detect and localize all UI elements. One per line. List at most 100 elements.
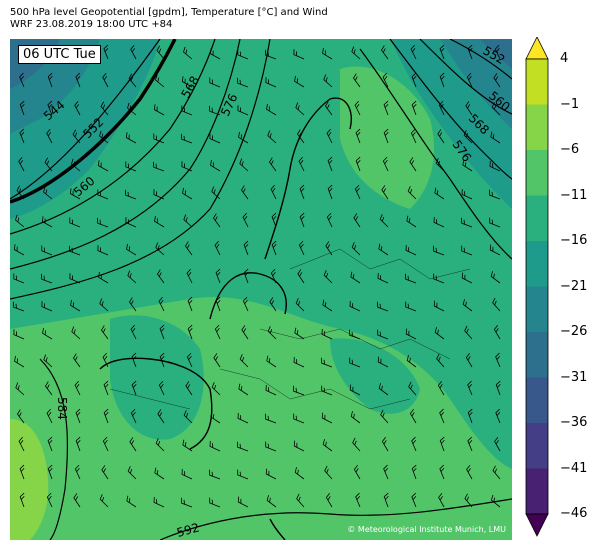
wind-barb — [44, 381, 53, 396]
wind-barb — [462, 159, 473, 172]
wind-barb — [239, 158, 249, 172]
colorbar-tick-label: −41 — [560, 460, 588, 476]
wind-barb — [377, 301, 389, 312]
warmest-region-sw — [10, 419, 49, 540]
wind-barb — [377, 272, 389, 284]
wind-barb — [411, 492, 417, 508]
wind-barb — [321, 357, 333, 368]
wind-barb — [240, 185, 249, 200]
wind-barb — [102, 352, 109, 368]
wind-barb — [215, 268, 221, 284]
wind-barb — [127, 270, 137, 284]
wind-barb — [461, 188, 473, 200]
colorbar-segment — [526, 150, 548, 196]
wind-barb — [101, 465, 109, 480]
contour-label-584: 584 — [55, 397, 69, 420]
coastline-iberia — [99, 357, 213, 450]
wind-barb — [212, 213, 221, 228]
wind-barb — [184, 241, 193, 256]
colorbar-segment — [526, 241, 548, 287]
wind-barb — [265, 441, 277, 452]
colorbar-tick-label: 4 — [560, 51, 569, 66]
wind-barb — [355, 128, 361, 144]
wind-barb — [130, 44, 137, 60]
wind-barb — [295, 298, 305, 312]
wind-barb — [238, 131, 249, 144]
wind-barb — [13, 244, 25, 256]
wind-barb — [70, 299, 81, 312]
wind-barb — [411, 72, 417, 88]
wind-barb — [271, 240, 277, 256]
wind-barb — [69, 217, 81, 228]
wind-barb — [489, 244, 501, 256]
wind-barb — [383, 128, 389, 144]
wind-barb — [321, 412, 333, 424]
wind-barb — [209, 48, 221, 60]
wind-barb — [355, 492, 361, 508]
wind-barb — [354, 100, 361, 116]
wind-barb — [464, 493, 473, 508]
wind-barb — [433, 273, 445, 284]
time-label: 06 UTC Tue — [18, 45, 101, 64]
wind-barb — [466, 72, 473, 88]
wind-barb — [434, 187, 445, 200]
wind-barb — [467, 408, 473, 424]
wind-barb — [461, 272, 473, 284]
wind-barb — [437, 381, 445, 396]
wind-barb — [495, 352, 501, 368]
wind-barb — [296, 129, 305, 144]
wind-barb — [102, 72, 109, 88]
colorbar — [525, 37, 549, 537]
wind-barb — [153, 161, 165, 172]
wind-barb — [383, 464, 389, 480]
colorbar-tick-label: −31 — [560, 369, 588, 385]
wind-barb — [103, 380, 109, 396]
wind-barb — [128, 73, 137, 88]
wind-barb — [41, 273, 53, 284]
border-line — [109, 388, 191, 410]
contour-584 — [39, 358, 69, 540]
wind-barb — [438, 492, 445, 508]
wind-barb — [490, 494, 501, 508]
contour-552-ne — [449, 39, 512, 80]
wind-barb — [97, 189, 109, 200]
wind-barb — [237, 441, 249, 452]
wind-barb — [323, 74, 333, 88]
cool-pocket-iberia — [110, 315, 204, 440]
wind-barb — [183, 46, 193, 60]
wind-barb — [155, 242, 165, 256]
wind-barb — [294, 75, 305, 88]
colorbar-tick-label: −11 — [560, 187, 588, 203]
wind-barb — [462, 299, 473, 312]
wind-barb — [350, 411, 361, 424]
wind-barb — [156, 45, 165, 60]
colorbar-extend-bottom — [525, 513, 549, 537]
wind-barb — [434, 327, 445, 340]
wind-barb — [242, 212, 249, 228]
wind-barb — [211, 186, 221, 200]
wind-barb — [298, 156, 305, 172]
wind-barb — [215, 296, 221, 312]
wind-barb — [299, 184, 305, 200]
wind-barb — [100, 101, 109, 116]
contour-552 — [10, 39, 177, 204]
wind-barb — [494, 436, 501, 452]
wind-barb — [439, 72, 445, 88]
wind-barb — [382, 156, 389, 172]
wind-barb — [210, 159, 221, 172]
wind-barb — [185, 381, 193, 396]
warm-region-scandinavia — [340, 66, 434, 209]
wind-barb — [131, 352, 137, 368]
wind-barb — [383, 492, 389, 508]
wind-barb — [352, 437, 361, 452]
wind-barb — [13, 273, 25, 284]
wind-barb — [73, 493, 81, 508]
wind-barb — [237, 105, 249, 116]
wind-barb — [437, 129, 445, 144]
wind-barb — [181, 161, 193, 172]
wind-barb — [41, 245, 53, 256]
wind-barb — [322, 439, 333, 452]
colorbar-segment — [526, 332, 548, 378]
contour-label-592: 592 — [175, 520, 201, 539]
colorbar-tick-label: −36 — [560, 415, 588, 430]
